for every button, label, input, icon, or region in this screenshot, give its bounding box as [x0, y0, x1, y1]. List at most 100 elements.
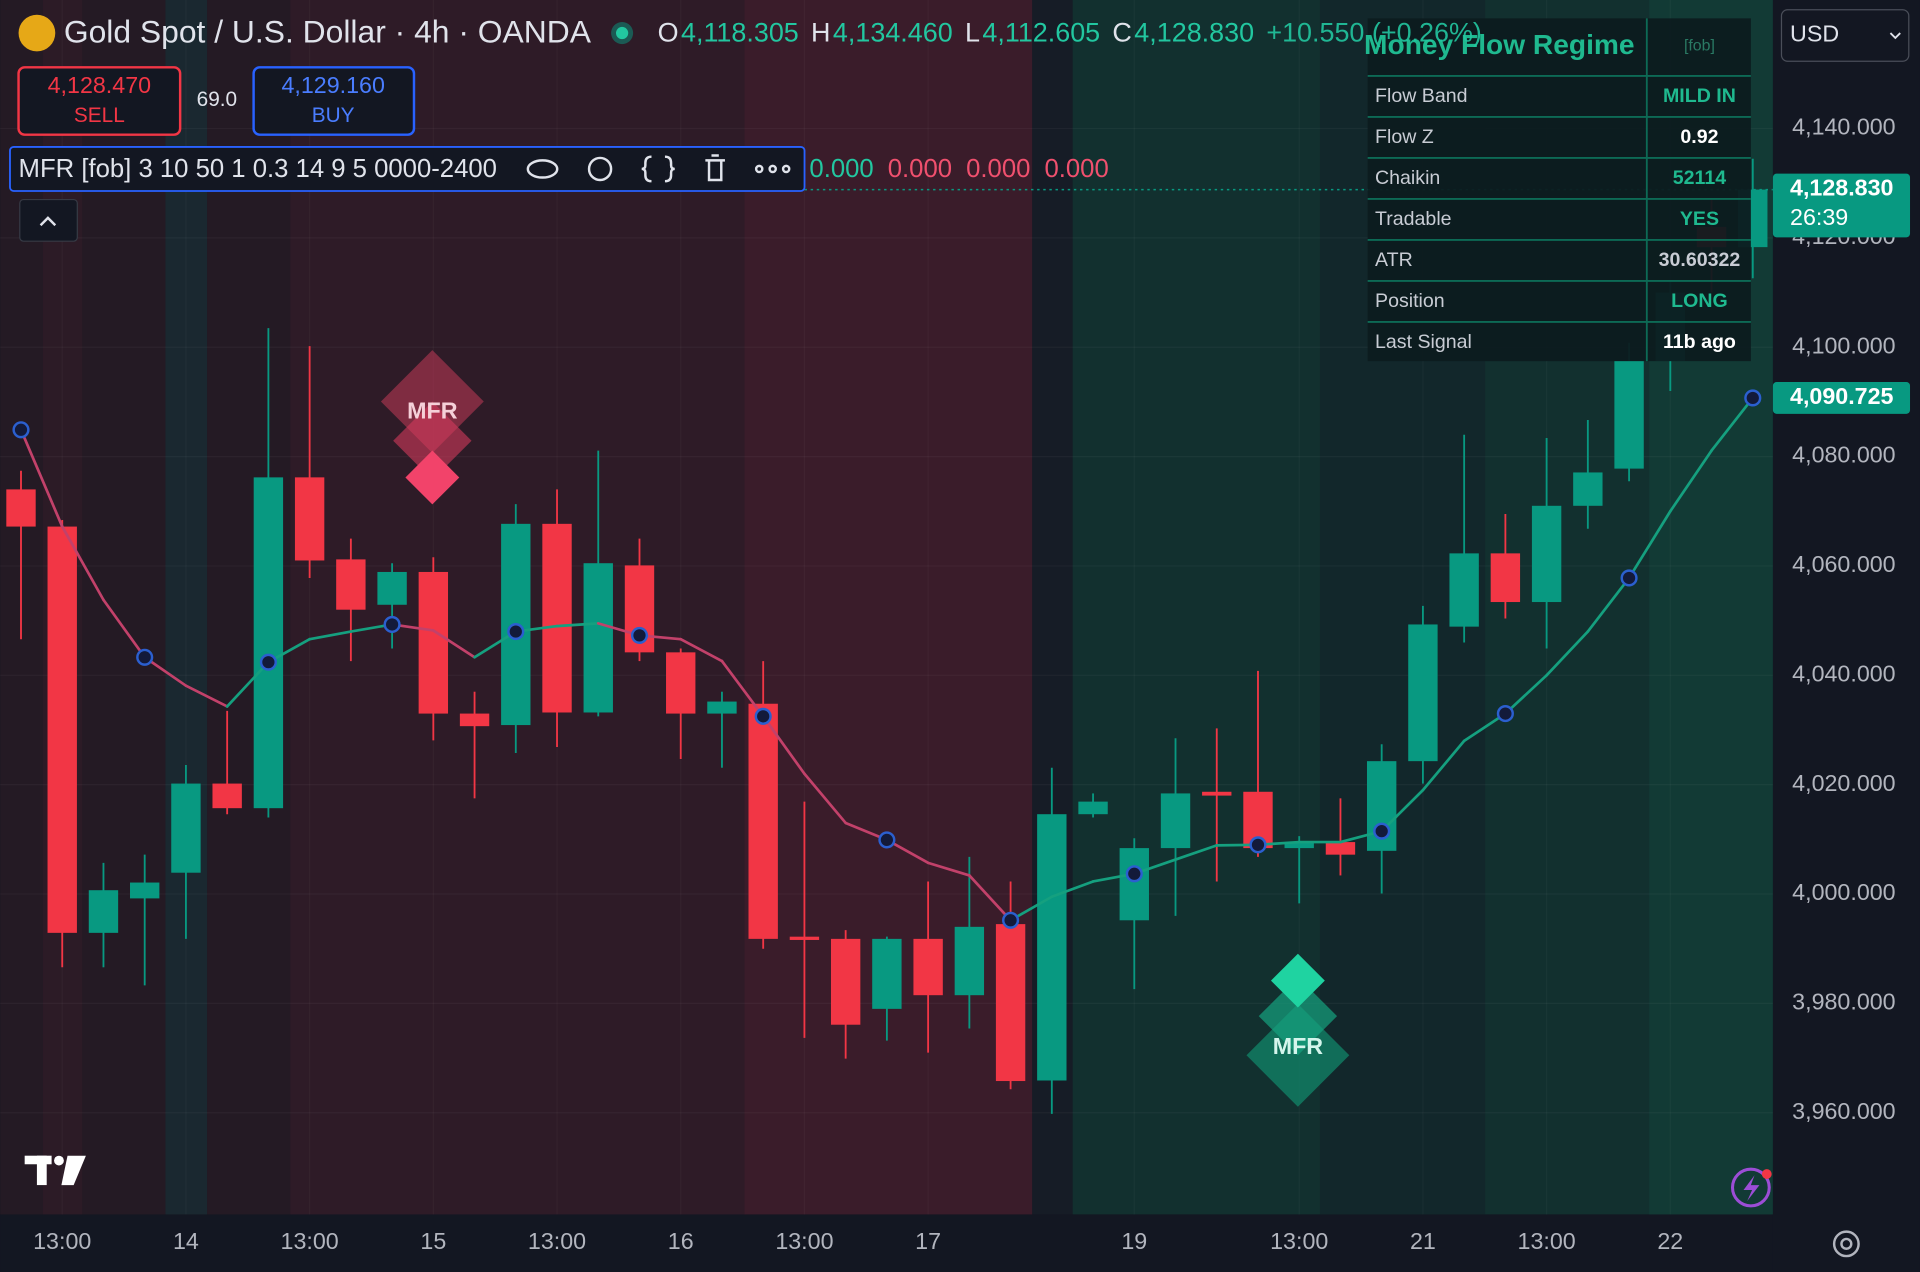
ma-segment — [1050, 880, 1095, 899]
ma-segment — [1668, 449, 1713, 513]
ohlc-key: H — [811, 17, 830, 47]
candle-body — [1408, 624, 1438, 762]
candle-body — [954, 926, 985, 996]
collapse-icon — [39, 216, 57, 227]
x-tick-label: 13:00 — [528, 1228, 586, 1254]
signal-label: MFR — [1273, 1033, 1324, 1059]
candle-body — [872, 938, 902, 1009]
x-tick-label: 14 — [173, 1228, 199, 1254]
settings-icon[interactable] — [587, 156, 613, 182]
x-tick-label: 15 — [420, 1228, 446, 1254]
candle-body — [1614, 360, 1644, 469]
more-icon[interactable] — [768, 164, 777, 174]
table-value: 0.92 — [1680, 126, 1718, 148]
x-tick-label: 22 — [1657, 1228, 1683, 1254]
indicator-box[interactable] — [9, 145, 806, 192]
signal-diamond — [393, 401, 472, 480]
delete-icon[interactable] — [705, 154, 725, 182]
ma-marker — [136, 648, 154, 666]
source-icon[interactable] — [641, 155, 675, 183]
alert-icon[interactable] — [1730, 1167, 1772, 1208]
ma-marker — [383, 615, 401, 634]
ma-marker — [507, 622, 525, 641]
price-tag-label: 4,090.725 — [1790, 383, 1894, 409]
ma-marker — [878, 831, 896, 849]
candle-body — [1490, 553, 1521, 603]
price-tag — [1772, 173, 1911, 238]
axes: 3,960.000 3,980.000 4,000.000 4,020.000 4,04… — [33, 114, 1911, 1254]
y-tick-label: 4,140.000 — [1792, 114, 1896, 140]
x-tick-label: 17 — [915, 1228, 941, 1254]
ma-segment — [1504, 673, 1548, 715]
ma-marker — [1002, 911, 1020, 929]
ohlc-value: 4,128.830 — [1134, 17, 1254, 47]
bear-band — [744, 0, 1033, 1215]
ma-segment — [1710, 396, 1755, 452]
ma-marker — [1620, 569, 1638, 587]
ma-segment — [803, 772, 848, 825]
collapse-button[interactable] — [19, 198, 78, 242]
candle-body — [995, 924, 1026, 1082]
spread: 69.0 — [197, 88, 237, 111]
candle-body — [1284, 842, 1314, 849]
y-tick-label: 4,000.000 — [1792, 879, 1896, 905]
candle-body — [212, 783, 242, 809]
table-label: Tradable — [1375, 208, 1452, 230]
neutral-band — [165, 0, 208, 1215]
ohlc-value: 4,134.460 — [833, 17, 953, 47]
candle-body — [666, 652, 696, 714]
candle-body — [171, 783, 201, 873]
y-tick-label: 4,080.000 — [1792, 442, 1896, 468]
candle-body — [913, 938, 943, 996]
candle-body — [1325, 842, 1356, 855]
ma-segment — [761, 714, 806, 776]
table-title: Money Flow Regime — [1364, 29, 1634, 60]
table-label: Flow Z — [1375, 126, 1434, 148]
candle-body — [707, 701, 737, 714]
currency-button[interactable] — [1780, 9, 1910, 62]
settings-icon[interactable] — [1832, 1230, 1860, 1258]
candle-body — [88, 890, 119, 933]
ohlc-value: 4,118.305 — [681, 17, 799, 47]
ma-segment — [308, 630, 353, 641]
signal-diamond — [1270, 953, 1325, 1008]
candle-body — [583, 563, 613, 713]
buy-button[interactable] — [252, 66, 416, 136]
candle-body — [47, 526, 77, 933]
candle-body — [1573, 472, 1603, 506]
plot: MFR MFR — [6, 158, 1773, 1114]
sell-button[interactable] — [17, 66, 182, 136]
market-status — [615, 26, 629, 40]
regime-table: Money Flow Regime [fob] Flow Band MILD IN Fl… — [1364, 18, 1751, 362]
ma-segment — [1421, 739, 1466, 792]
indicator-value: 0.000 — [809, 155, 873, 183]
ma-segment — [19, 428, 64, 528]
ohlc-value: 4,112.605 — [982, 17, 1100, 47]
ma-segment — [1627, 509, 1672, 580]
candle-body — [459, 713, 490, 727]
ma-segment — [1586, 576, 1631, 633]
candle-body — [1202, 791, 1232, 796]
table-value: LONG — [1671, 290, 1728, 312]
ma-marker — [259, 653, 277, 671]
regime-bands — [0, 0, 1773, 1215]
symbol-title: Gold Spot / U.S. Dollar · 4h · OANDA — [64, 14, 592, 50]
candle-body — [1037, 814, 1067, 1081]
candle-body — [377, 571, 407, 605]
candle-body — [6, 489, 36, 527]
buy-price: 4,129.160 — [281, 72, 385, 98]
indicator-value: 0.000 — [966, 155, 1030, 183]
candle-body — [1531, 505, 1562, 603]
price-tag-label: 4,128.830 — [1790, 175, 1893, 201]
ma-segment — [679, 637, 724, 663]
y-tick-label: 3,980.000 — [1792, 989, 1896, 1015]
more-icon[interactable] — [781, 164, 791, 174]
more-icon[interactable] — [754, 164, 764, 174]
eye-icon[interactable] — [526, 159, 559, 179]
y-tick-label: 4,060.000 — [1792, 551, 1896, 577]
candle-body — [1119, 848, 1149, 921]
y-tick-label: 4,020.000 — [1792, 770, 1896, 796]
ma-marker — [630, 626, 649, 644]
